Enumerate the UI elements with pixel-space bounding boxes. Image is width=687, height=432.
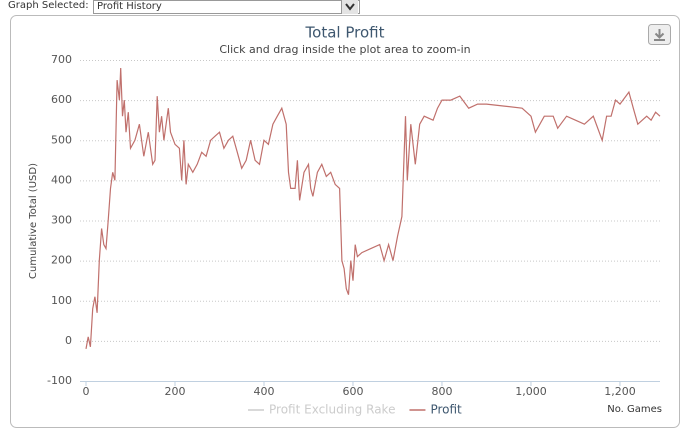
y-tick-label: 400: [51, 173, 72, 186]
x-tick-label: 1,200: [604, 385, 636, 398]
y-tick-label: -100: [47, 374, 72, 387]
y-tick-label: 700: [51, 53, 72, 66]
graph-select[interactable]: Profit History: [93, 0, 360, 14]
x-tick-label: 0: [83, 385, 90, 398]
select-arrow[interactable]: [341, 0, 358, 14]
legend-label: Profit Excluding Rake: [269, 403, 395, 417]
profit-line: [85, 67, 661, 350]
y-tick-label: 300: [51, 214, 72, 227]
export-button[interactable]: [648, 24, 671, 45]
toolbar-label: Graph Selected:: [8, 0, 89, 11]
y-tick-label: 0: [65, 334, 72, 347]
x-tick-label: 200: [164, 385, 185, 398]
x-tick-label: 600: [342, 385, 363, 398]
y-tick-label: 200: [51, 254, 72, 267]
x-tick-label: 1,000: [515, 385, 547, 398]
x-tick-label: 400: [253, 385, 274, 398]
y-tick-label: 100: [51, 294, 72, 307]
chart-subtitle: Click and drag inside the plot area to z…: [219, 43, 470, 56]
y-axis-title: Cumulative Total (USD): [28, 163, 39, 279]
x-axis-title: No. Games: [607, 404, 662, 415]
legend-label: Profit: [430, 403, 462, 417]
chart-title: Total Profit: [305, 24, 385, 42]
x-tick-label: 800: [431, 385, 452, 398]
y-tick-label: 600: [51, 93, 72, 106]
toolbar: Graph Selected: Profit History: [0, 0, 687, 14]
y-tick-label: 500: [51, 133, 72, 146]
